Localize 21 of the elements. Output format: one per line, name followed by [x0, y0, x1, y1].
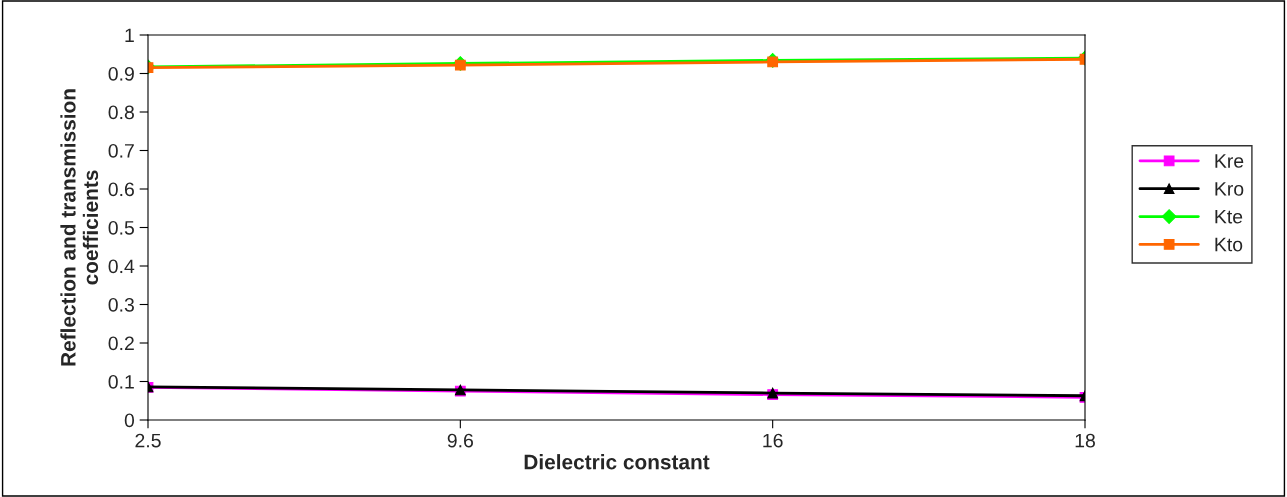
- legend-label: Kte: [1215, 209, 1243, 224]
- x-tick-label: 18: [1075, 433, 1095, 448]
- y-tick-label: 0.8: [108, 105, 134, 120]
- y-tick-label: 0: [124, 413, 135, 428]
- y-tick-label: 1: [125, 28, 134, 43]
- legend-label: Kto: [1215, 237, 1243, 252]
- y-tick-label: 0.2: [108, 336, 134, 351]
- x-tick-label: 16: [763, 433, 783, 448]
- legend-label: Kro: [1215, 182, 1244, 196]
- legend-label: Kre: [1215, 154, 1244, 168]
- x-tick-label: 9.6: [447, 433, 473, 448]
- y-axis-title: Reflection and transmission coefficients: [60, 89, 99, 366]
- x-tick-label: 2.5: [135, 433, 161, 448]
- y-tick-label: 0.1: [108, 374, 134, 389]
- y-tick-label: 0.6: [108, 182, 134, 197]
- y-tick-label: 0.7: [108, 143, 134, 158]
- y-tick-label: 0.4: [108, 259, 135, 274]
- x-axis-title: Dielectric constant: [524, 454, 710, 470]
- y-tick-label: 0.5: [108, 220, 134, 235]
- y-tick-label: 0.3: [108, 297, 134, 312]
- y-tick-label: 0.9: [108, 66, 134, 81]
